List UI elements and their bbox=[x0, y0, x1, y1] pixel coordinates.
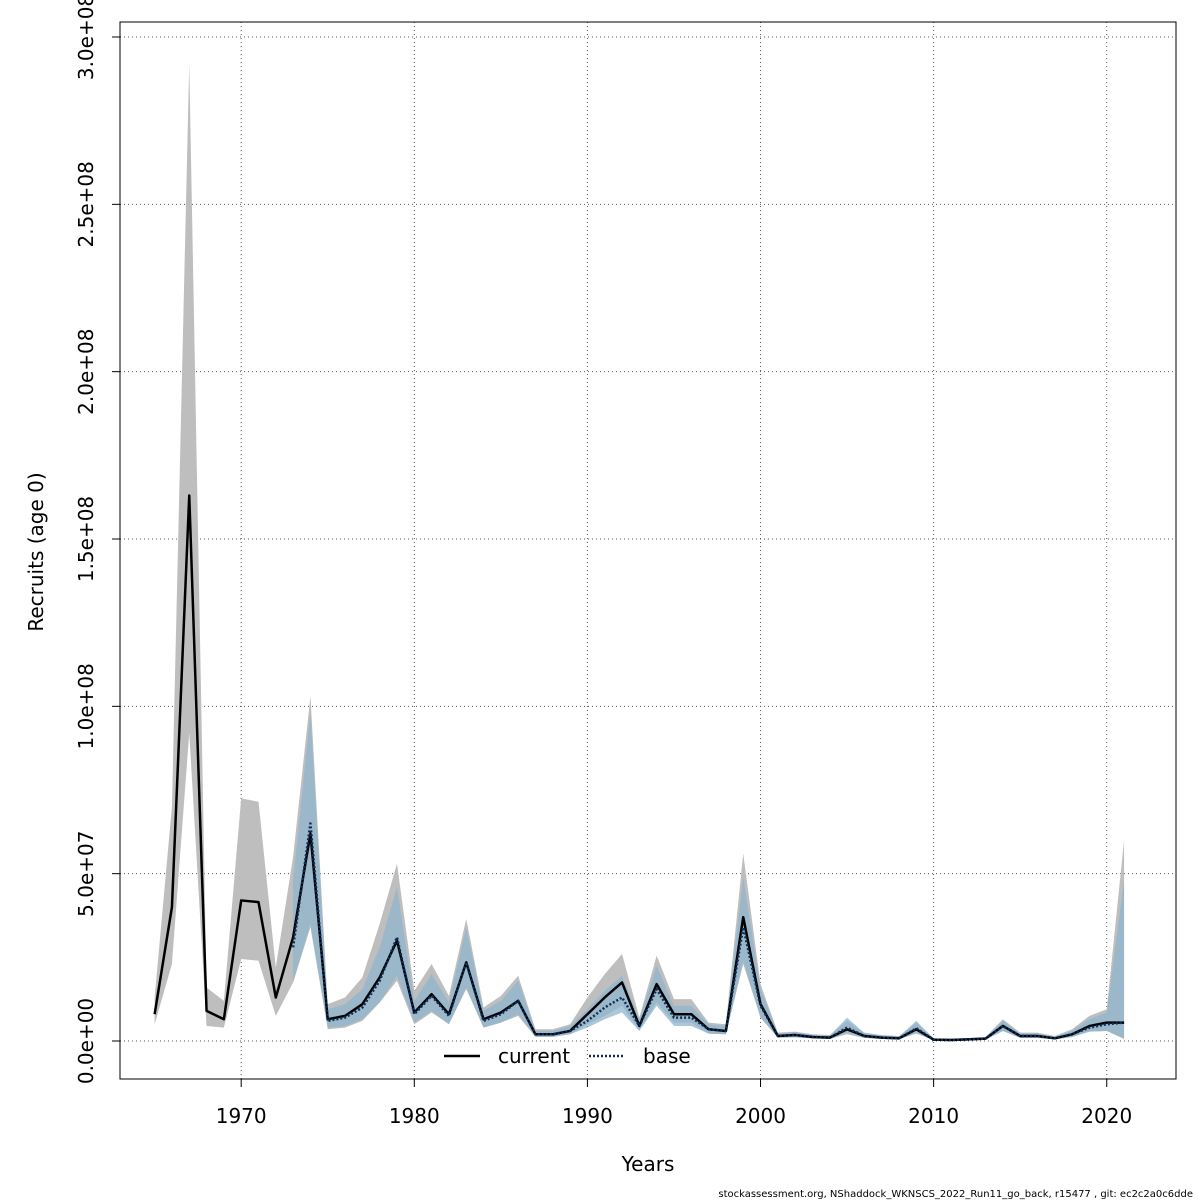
grid-lines bbox=[120, 22, 1176, 1079]
x-tick-label: 1990 bbox=[562, 1104, 613, 1128]
y-tick-label: 3.0e+08 bbox=[74, 0, 98, 80]
x-axis-title: Years bbox=[621, 1152, 675, 1176]
y-tick-label: 2.0e+08 bbox=[74, 329, 98, 415]
x-axis: 1970 1980 1990 2000 2010 2020 bbox=[216, 1079, 1132, 1128]
legend: current base bbox=[444, 1044, 691, 1068]
y-axis: 0.0e+00 5.0e+07 1.0e+08 1.5e+08 2.0e+08 2.5e+… bbox=[74, 0, 120, 1084]
plot-frame bbox=[119, 21, 1177, 1080]
y-tick-label: 2.5e+08 bbox=[74, 161, 98, 247]
x-tick-label: 1980 bbox=[389, 1104, 440, 1128]
x-tick-label: 2010 bbox=[908, 1104, 959, 1128]
legend-label-base: base bbox=[643, 1044, 691, 1068]
y-tick-label: 5.0e+07 bbox=[74, 831, 98, 917]
y-axis-title: Recruits (age 0) bbox=[24, 472, 48, 631]
y-tick-label: 1.0e+08 bbox=[74, 663, 98, 749]
legend-label-current: current bbox=[498, 1044, 570, 1068]
y-tick-label: 1.5e+08 bbox=[74, 496, 98, 582]
series-line-base bbox=[291, 822, 1125, 1042]
x-tick-label: 2000 bbox=[735, 1104, 786, 1128]
y-tick-label: 0.0e+00 bbox=[74, 998, 98, 1084]
x-tick-label: 2020 bbox=[1081, 1104, 1132, 1128]
confidence-band-current bbox=[154, 63, 1125, 1041]
series-lines bbox=[153, 494, 1125, 1042]
x-tick-label: 1970 bbox=[216, 1104, 267, 1128]
confidence-bands bbox=[154, 63, 1125, 1041]
footer-text: stockassessment.org, NShaddock_WKNSCS_20… bbox=[718, 1189, 1193, 1200]
